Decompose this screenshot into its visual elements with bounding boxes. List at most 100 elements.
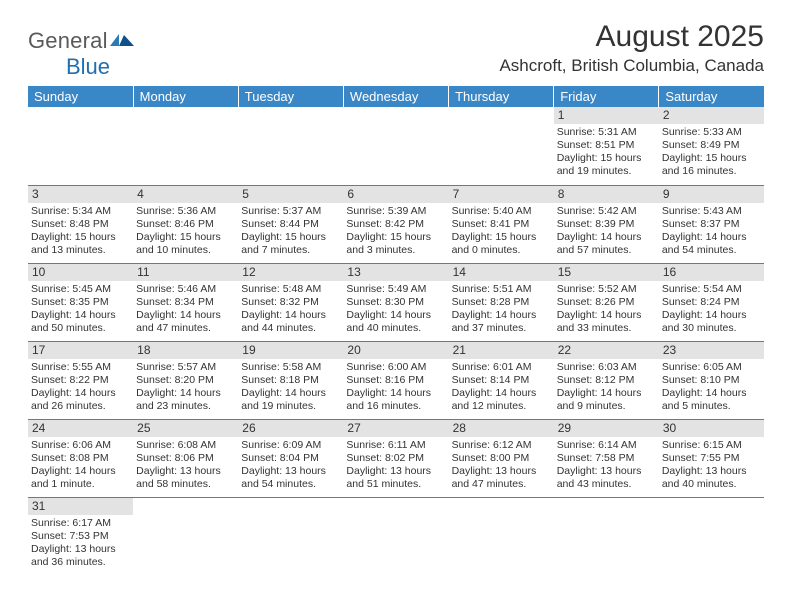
day-cell: 14Sunrise: 5:51 AMSunset: 8:28 PMDayligh… <box>449 263 554 341</box>
sunset-text: Sunset: 8:04 PM <box>241 452 340 465</box>
daylight-text: Daylight: 14 hours and 16 minutes. <box>346 387 445 413</box>
sunrise-text: Sunrise: 6:11 AM <box>346 439 445 452</box>
day-number: 29 <box>554 420 659 437</box>
day-number: 25 <box>133 420 238 437</box>
sunrise-text: Sunrise: 6:01 AM <box>452 361 551 374</box>
day-number: 6 <box>343 186 448 203</box>
sunset-text: Sunset: 8:42 PM <box>346 218 445 231</box>
day-number: 11 <box>133 264 238 281</box>
dow-header: Sunday <box>28 86 133 107</box>
empty-cell <box>133 107 238 185</box>
day-cell: 21Sunrise: 6:01 AMSunset: 8:14 PMDayligh… <box>449 341 554 419</box>
empty-cell <box>238 107 343 185</box>
sunrise-text: Sunrise: 5:55 AM <box>31 361 130 374</box>
sunset-text: Sunset: 8:28 PM <box>452 296 551 309</box>
sunrise-text: Sunrise: 5:58 AM <box>241 361 340 374</box>
day-number: 2 <box>659 107 764 124</box>
daylight-text: Daylight: 13 hours and 43 minutes. <box>557 465 656 491</box>
sunrise-text: Sunrise: 5:48 AM <box>241 283 340 296</box>
header: GeneralBlue August 2025 Ashcroft, Britis… <box>28 20 764 80</box>
day-number: 28 <box>449 420 554 437</box>
sunrise-text: Sunrise: 5:45 AM <box>31 283 130 296</box>
sunset-text: Sunset: 8:16 PM <box>346 374 445 387</box>
day-number: 23 <box>659 342 764 359</box>
daylight-text: Daylight: 14 hours and 54 minutes. <box>662 231 761 257</box>
sunrise-text: Sunrise: 6:00 AM <box>346 361 445 374</box>
daylight-text: Daylight: 15 hours and 19 minutes. <box>557 152 656 178</box>
empty-cell <box>28 107 133 185</box>
empty-cell <box>554 497 659 575</box>
day-cell: 8Sunrise: 5:42 AMSunset: 8:39 PMDaylight… <box>554 185 659 263</box>
week-row: 31Sunrise: 6:17 AMSunset: 7:53 PMDayligh… <box>28 497 764 575</box>
dow-header: Friday <box>554 86 659 107</box>
daylight-text: Daylight: 13 hours and 40 minutes. <box>662 465 761 491</box>
sunset-text: Sunset: 8:00 PM <box>452 452 551 465</box>
sunrise-text: Sunrise: 5:46 AM <box>136 283 235 296</box>
day-cell: 9 Sunrise: 5:43 AMSunset: 8:37 PMDaylight… <box>659 185 764 263</box>
sunrise-text: Sunrise: 6:17 AM <box>31 517 130 530</box>
day-cell: 7Sunrise: 5:40 AMSunset: 8:41 PMDaylight… <box>449 185 554 263</box>
daylight-text: Daylight: 14 hours and 50 minutes. <box>31 309 130 335</box>
day-number: 26 <box>238 420 343 437</box>
sunset-text: Sunset: 8:12 PM <box>557 374 656 387</box>
sunrise-text: Sunrise: 6:09 AM <box>241 439 340 452</box>
day-cell: 3Sunrise: 5:34 AMSunset: 8:48 PMDaylight… <box>28 185 133 263</box>
week-row: 10Sunrise: 5:45 AMSunset: 8:35 PMDayligh… <box>28 263 764 341</box>
sunrise-text: Sunrise: 5:36 AM <box>136 205 235 218</box>
sunset-text: Sunset: 8:51 PM <box>557 139 656 152</box>
daylight-text: Daylight: 15 hours and 10 minutes. <box>136 231 235 257</box>
sunset-text: Sunset: 8:26 PM <box>557 296 656 309</box>
sunrise-text: Sunrise: 6:05 AM <box>662 361 761 374</box>
sunset-text: Sunset: 8:46 PM <box>136 218 235 231</box>
day-cell: 31Sunrise: 6:17 AMSunset: 7:53 PMDayligh… <box>28 497 133 575</box>
day-number: 20 <box>343 342 448 359</box>
sunset-text: Sunset: 8:37 PM <box>662 218 761 231</box>
day-number: 21 <box>449 342 554 359</box>
day-cell: 10Sunrise: 5:45 AMSunset: 8:35 PMDayligh… <box>28 263 133 341</box>
sunrise-text: Sunrise: 6:03 AM <box>557 361 656 374</box>
daylight-text: Daylight: 14 hours and 37 minutes. <box>452 309 551 335</box>
day-number: 15 <box>554 264 659 281</box>
logo: GeneralBlue <box>28 20 134 80</box>
sunset-text: Sunset: 8:35 PM <box>31 296 130 309</box>
day-number: 5 <box>238 186 343 203</box>
day-of-week-row: SundayMondayTuesdayWednesdayThursdayFrid… <box>28 86 764 107</box>
daylight-text: Daylight: 14 hours and 19 minutes. <box>241 387 340 413</box>
day-number: 17 <box>28 342 133 359</box>
daylight-text: Daylight: 14 hours and 57 minutes. <box>557 231 656 257</box>
sunset-text: Sunset: 8:30 PM <box>346 296 445 309</box>
dow-header: Monday <box>133 86 238 107</box>
dow-header: Saturday <box>659 86 764 107</box>
week-row: 24Sunrise: 6:06 AMSunset: 8:08 PMDayligh… <box>28 419 764 497</box>
empty-cell <box>343 497 448 575</box>
week-row: 17Sunrise: 5:55 AMSunset: 8:22 PMDayligh… <box>28 341 764 419</box>
daylight-text: Daylight: 13 hours and 54 minutes. <box>241 465 340 491</box>
day-cell: 25Sunrise: 6:08 AMSunset: 8:06 PMDayligh… <box>133 419 238 497</box>
day-cell: 30Sunrise: 6:15 AMSunset: 7:55 PMDayligh… <box>659 419 764 497</box>
day-number: 12 <box>238 264 343 281</box>
day-cell: 4Sunrise: 5:36 AMSunset: 8:46 PMDaylight… <box>133 185 238 263</box>
empty-cell <box>343 107 448 185</box>
sunset-text: Sunset: 8:24 PM <box>662 296 761 309</box>
daylight-text: Daylight: 14 hours and 26 minutes. <box>31 387 130 413</box>
sunrise-text: Sunrise: 5:52 AM <box>557 283 656 296</box>
dow-header: Wednesday <box>343 86 448 107</box>
day-number: 31 <box>28 498 133 515</box>
sunrise-text: Sunrise: 5:37 AM <box>241 205 340 218</box>
sunrise-text: Sunrise: 5:31 AM <box>557 126 656 139</box>
sunset-text: Sunset: 8:39 PM <box>557 218 656 231</box>
sunset-text: Sunset: 7:58 PM <box>557 452 656 465</box>
sunrise-text: Sunrise: 5:43 AM <box>662 205 761 218</box>
day-number: 9 <box>659 186 764 203</box>
day-number: 19 <box>238 342 343 359</box>
sunrise-text: Sunrise: 6:14 AM <box>557 439 656 452</box>
sunset-text: Sunset: 8:22 PM <box>31 374 130 387</box>
day-number: 7 <box>449 186 554 203</box>
sunrise-text: Sunrise: 6:15 AM <box>662 439 761 452</box>
day-cell: 19Sunrise: 5:58 AMSunset: 8:18 PMDayligh… <box>238 341 343 419</box>
day-number: 30 <box>659 420 764 437</box>
sunset-text: Sunset: 8:20 PM <box>136 374 235 387</box>
sunrise-text: Sunrise: 5:57 AM <box>136 361 235 374</box>
daylight-text: Daylight: 14 hours and 44 minutes. <box>241 309 340 335</box>
sunset-text: Sunset: 8:14 PM <box>452 374 551 387</box>
